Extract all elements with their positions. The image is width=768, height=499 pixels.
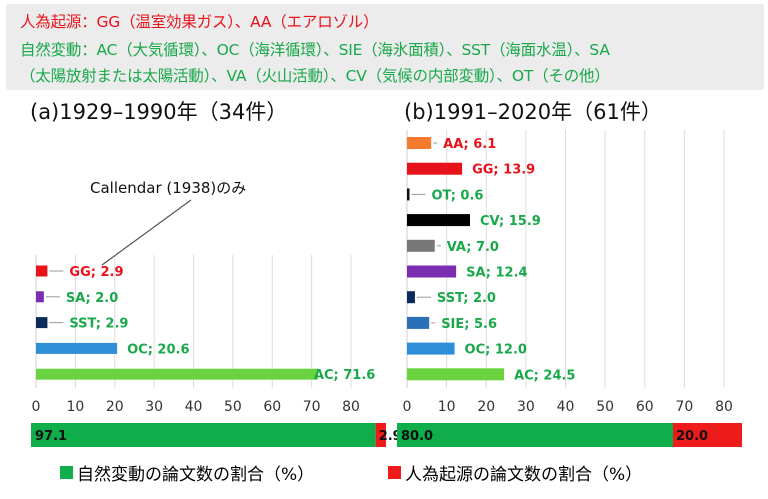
header-line-natural: 自然変動：AC（大気循環）、OC（海洋循環）、SIE（海氷面積）、SST（海面水…	[20, 41, 610, 59]
panel-b-bar-sst	[407, 291, 415, 304]
panel-b-data-label-oc: OC; 12.0	[465, 343, 527, 358]
panel-b-bar-cv	[407, 214, 471, 227]
panel-a-data-label-oc: OC; 20.6	[127, 342, 189, 357]
panel-a-bar-gg	[36, 265, 48, 277]
panel-b-bar-ac	[407, 368, 505, 381]
panel-a-x-tick-label: 20	[106, 399, 124, 415]
panel-a-x-tick-label: 60	[263, 399, 281, 415]
panel-a-data-label-sa: SA; 2.0	[66, 291, 118, 306]
panel-a-title: (a)1929–1990年（34件）	[30, 100, 288, 124]
panel-b-bar-ot	[407, 188, 410, 201]
panel-a-bar-sst	[36, 317, 48, 329]
panel-b-data-label-ac: AC; 24.5	[514, 368, 575, 383]
panel-a-x-tick-label: 80	[342, 399, 360, 415]
panel-a-data-label-ac: AC; 71.6	[314, 368, 375, 383]
panel-b-bar-sie	[407, 316, 430, 329]
panel-a-bar-sa	[36, 291, 44, 303]
panel-b-x-tick-label: 20	[477, 399, 495, 415]
panel-a-annotation: Callendar (1938)のみ	[90, 179, 246, 197]
panel-a-x-tick-label: 70	[303, 399, 321, 415]
panel-a-data-label-gg: GG; 2.9	[69, 265, 123, 280]
panel-a-x-tick-label: 50	[224, 399, 242, 415]
legend-swatch-human	[388, 466, 401, 479]
panel-a-data-label-sst: SST; 2.9	[69, 317, 128, 332]
panel-a-bar-ac	[36, 368, 318, 380]
panel-b-x-tick-label: 0	[403, 399, 412, 415]
panel-a-share-label-human: 2.9	[379, 429, 402, 444]
panel-b-data-label-cv: CV; 15.9	[480, 214, 541, 229]
panel-b-share-bar-human	[673, 423, 742, 447]
panel-b-data-label-va: VA; 7.0	[447, 240, 499, 255]
header-line-human: 人為起源：GG（温室効果ガス）、AA（エアロゾル）	[20, 13, 379, 31]
panel-b-share-label-natural: 80.0	[401, 429, 433, 444]
panel-a-annotation-line	[101, 199, 192, 266]
panel-b-title: (b)1991–2020年（61件）	[404, 100, 662, 124]
panel-b-x-tick-label: 30	[517, 399, 535, 415]
panel-b-data-label-sa: SA; 12.4	[466, 266, 527, 281]
panel-b-x-tick-label: 70	[675, 399, 693, 415]
legend-swatch-natural	[60, 466, 73, 479]
legend-label-human: 人為起源の論文数の割合（%）	[405, 465, 643, 485]
panel-b-bar-gg	[407, 162, 463, 175]
panel-b-x-tick-label: 40	[557, 399, 575, 415]
panel-b-data-label-gg: GG; 13.9	[472, 163, 535, 178]
panel-a-share-bar-human	[375, 423, 386, 447]
panel-a-x-tick-label: 10	[66, 399, 84, 415]
panel-a-x-tick-label: 40	[185, 399, 203, 415]
panel-a-share-label-natural: 97.1	[35, 429, 67, 444]
panel-b-share-label-human: 20.0	[676, 429, 708, 444]
panel-b-bar-sa	[407, 265, 457, 278]
panel-b-bar-va	[407, 239, 435, 252]
panel-a-x-tick-label: 30	[145, 399, 163, 415]
legend-label-natural: 自然変動の論文数の割合（%）	[77, 465, 315, 485]
panel-b-x-tick-label: 10	[438, 399, 456, 415]
panel-b-data-label-aa: AA; 6.1	[443, 137, 496, 152]
panel-a-x-tick-label: 0	[32, 399, 41, 415]
panel-b-data-label-sst: SST; 2.0	[437, 291, 496, 306]
panel-b-share-bar-natural	[397, 423, 673, 447]
panel-b-x-tick-label: 50	[596, 399, 614, 415]
header-line-natural-cont: （太陽放射または太陽活動）、VA（火山活動）、CV（気候の内部変動）、OT（その…	[20, 67, 610, 85]
panel-a-bar-oc	[36, 342, 118, 354]
legend-item-human: 人為起源の論文数の割合（%）	[388, 460, 642, 485]
panel-b-bar-oc	[407, 342, 455, 355]
panel-b-data-label-sie: SIE; 5.6	[441, 317, 497, 332]
panel-b-bar-aa	[407, 137, 432, 149]
legend-item-natural: 自然変動の論文数の割合（%）	[60, 460, 314, 485]
panel-b-x-tick-label: 60	[636, 399, 654, 415]
panel-a-share-bar-natural	[31, 423, 376, 447]
panel-b-x-tick-label: 80	[715, 399, 733, 415]
panel-b-data-label-ot: OT; 0.6	[432, 188, 484, 203]
legend-header-box: 人為起源：GG（温室効果ガス）、AA（エアロゾル） 自然変動：AC（大気循環）、…	[6, 4, 764, 90]
